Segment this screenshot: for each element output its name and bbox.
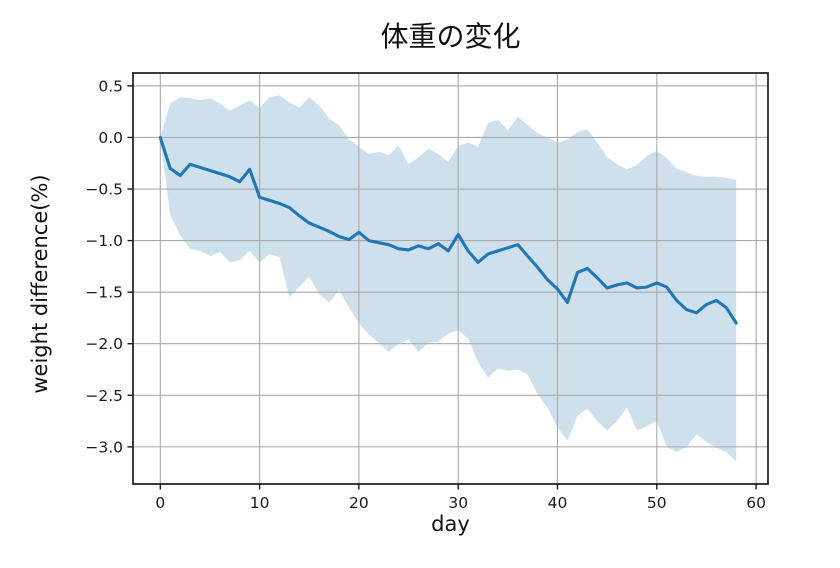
- x-axis-label: day: [431, 512, 470, 536]
- gridlines: [133, 73, 768, 484]
- x-tick-label: 50: [647, 494, 667, 512]
- confidence-band: [160, 95, 737, 462]
- y-tick-label: −1.0: [85, 232, 123, 250]
- x-tick-label: 0: [155, 494, 165, 512]
- chart-title: 体重の変化: [380, 20, 521, 53]
- y-tick-label: 0.5: [98, 77, 123, 95]
- y-axis-label: weight difference(%): [28, 174, 52, 394]
- y-tick-label: −0.5: [85, 181, 123, 199]
- x-tick-label: 60: [746, 494, 766, 512]
- y-tick-label: −2.5: [85, 387, 123, 405]
- axes-frame: [132, 72, 769, 485]
- y-tick-label: 0.0: [98, 129, 123, 147]
- y-tick-labels: 0.5 0.0 −0.5 −1.0 −1.5 −2.0 −2.5 −3.0: [85, 77, 133, 456]
- y-tick-label: −3.0: [85, 438, 123, 456]
- y-tick-label: −1.5: [85, 284, 123, 302]
- x-tick-label: 10: [250, 494, 270, 512]
- x-tick-label: 30: [448, 494, 468, 512]
- y-tick-label: −2.0: [85, 335, 123, 353]
- x-tick-label: 20: [349, 494, 369, 512]
- x-tick-label: 40: [548, 494, 568, 512]
- x-tick-labels: 0 10 20 30 40 50 60: [155, 484, 766, 512]
- weight-line: [158, 135, 738, 325]
